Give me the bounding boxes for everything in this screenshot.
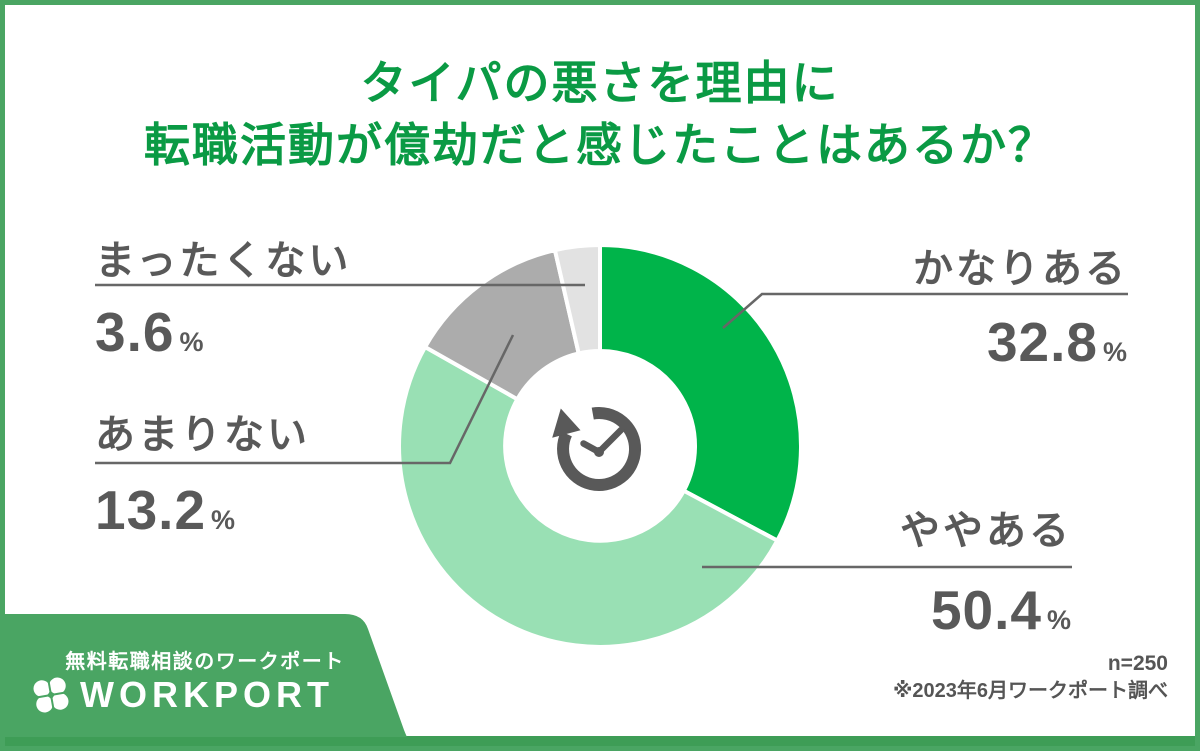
- sample-size: n=250: [1107, 652, 1168, 675]
- callout-value: 3.6%: [95, 300, 351, 364]
- leader-line-amarinai: [95, 334, 515, 465]
- survey-notes: n=250 ※2023年6月ワークポート調べ: [893, 650, 1168, 705]
- callout-amarinai: あまりない 13.2%: [95, 402, 310, 542]
- callout-label: あまりない: [95, 413, 310, 457]
- percent-sign: %: [1102, 337, 1128, 367]
- chart-title-line1: タイパの悪さを理由に: [360, 57, 840, 109]
- brand-logo: WORKPORT: [32, 674, 334, 716]
- brand-name: WORKPORT: [80, 674, 334, 715]
- donut-segment-あまりない: [422, 247, 582, 402]
- percent-number: 3.6: [95, 301, 175, 363]
- leader-lines: [95, 283, 1128, 569]
- percent-number: 32.8: [986, 311, 1098, 373]
- percent-sign: %: [1046, 605, 1072, 635]
- percent-sign: %: [211, 505, 237, 535]
- callout-label: かなりある: [913, 247, 1128, 291]
- clover-icon: [32, 676, 70, 714]
- donut-segment-ややある: [397, 344, 781, 649]
- footer-tagline: 無料転職相談のワークポート: [65, 651, 345, 673]
- callout-mattakunai: まったくない 3.6%: [95, 228, 351, 364]
- percent-number: 50.4: [930, 579, 1042, 641]
- chart-title-line2: 転職活動が億劫だと感じたことはあるか？: [144, 119, 1056, 172]
- donut-segments: [397, 242, 803, 649]
- callout-value: 13.2%: [95, 478, 310, 542]
- chart-title: タイパの悪さを理由に 転職活動が億劫だと感じたことはあるか？: [0, 52, 1200, 176]
- survey-source: ※2023年6月ワークポート調べ: [892, 680, 1168, 703]
- percent-sign: %: [179, 327, 205, 357]
- footer-banner: [0, 614, 407, 737]
- callout-label: ややある: [900, 509, 1072, 553]
- donut-segment-かなりある: [598, 242, 803, 544]
- percent-number: 13.2: [95, 479, 207, 541]
- callout-yayaaru: ややある 50.4%: [900, 498, 1072, 642]
- callout-label: まったくない: [95, 239, 352, 283]
- clock-history-icon: [552, 407, 642, 491]
- callout-value: 50.4%: [900, 578, 1072, 642]
- bottom-green-bar: [0, 736, 1200, 751]
- donut-segment-まったくない: [552, 242, 602, 356]
- callout-kanariaru: かなりある 32.8%: [913, 236, 1128, 374]
- callout-value: 32.8%: [913, 310, 1128, 374]
- leader-line-kanariaru: [722, 292, 1128, 329]
